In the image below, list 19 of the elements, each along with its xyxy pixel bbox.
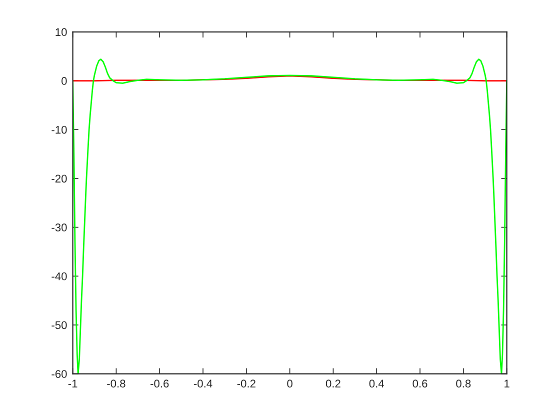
- y-tick-label: -20: [52, 174, 67, 183]
- y-tick-label: 0: [62, 77, 67, 85]
- x-tick-label: 0.2: [326, 380, 340, 388]
- x-tick-label: -0.8: [107, 380, 126, 388]
- x-tick-label: -0.6: [150, 380, 169, 388]
- y-tick-label: -10: [52, 126, 67, 134]
- y-tick-label: 10: [56, 28, 67, 36]
- y-tick-label: -50: [52, 321, 67, 330]
- y-tick-label: -60: [52, 370, 67, 378]
- x-tick-label: -0.4: [194, 380, 212, 388]
- x-tick-label: 1: [504, 380, 510, 388]
- x-tick-label: -0.2: [237, 380, 256, 388]
- x-tick-label: 0.8: [456, 380, 471, 388]
- x-tick-label: 0.6: [412, 380, 428, 388]
- y-tick-label: -40: [52, 272, 67, 280]
- y-tick-label: -30: [52, 224, 67, 232]
- x-tick-label: 0.4: [369, 380, 384, 388]
- x-tick-label: -1: [68, 380, 78, 388]
- x-tick-label: 0: [287, 380, 292, 388]
